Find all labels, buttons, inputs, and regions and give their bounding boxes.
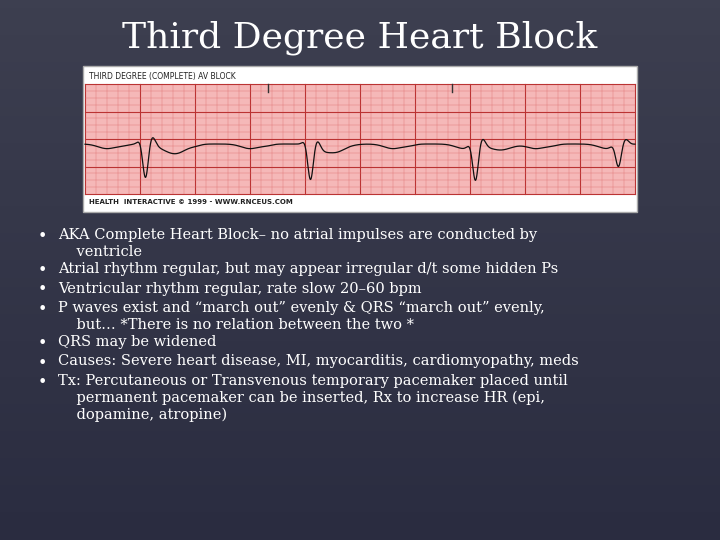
Text: QRS may be widened: QRS may be widened	[58, 335, 217, 349]
Text: THIRD DEGREE (COMPLETE) AV BLOCK: THIRD DEGREE (COMPLETE) AV BLOCK	[89, 71, 235, 80]
Bar	[0, 288, 720, 297]
Bar	[0, 495, 720, 504]
Text: •: •	[38, 336, 48, 351]
Bar	[0, 117, 720, 126]
Bar	[0, 63, 720, 72]
Bar	[0, 216, 720, 225]
Bar	[0, 360, 720, 369]
Bar	[0, 225, 720, 234]
Bar	[85, 68, 635, 84]
Bar	[0, 450, 720, 459]
Bar	[0, 522, 720, 531]
Bar	[83, 66, 637, 212]
Bar	[0, 306, 720, 315]
Bar	[0, 252, 720, 261]
Bar	[0, 477, 720, 486]
Bar	[0, 315, 720, 324]
Bar	[0, 126, 720, 135]
Text: Atrial rhythm regular, but may appear irregular d/t some hidden Ps: Atrial rhythm regular, but may appear ir…	[58, 262, 558, 276]
Bar	[0, 387, 720, 396]
Bar	[0, 468, 720, 477]
Text: •: •	[38, 229, 48, 244]
Bar	[0, 504, 720, 513]
Bar	[0, 297, 720, 306]
Text: Ventricular rhythm regular, rate slow 20–60 bpm: Ventricular rhythm regular, rate slow 20…	[58, 281, 422, 295]
Text: HEALTH  INTERACTIVE © 1999 - WWW.RNCEUS.COM: HEALTH INTERACTIVE © 1999 - WWW.RNCEUS.C…	[89, 199, 293, 205]
Text: AKA Complete Heart Block– no atrial impulses are conducted by
    ventricle: AKA Complete Heart Block– no atrial impu…	[58, 228, 537, 259]
Bar	[0, 54, 720, 63]
Text: •: •	[38, 302, 48, 317]
Bar	[0, 378, 720, 387]
Text: Tx: Percutaneous or Transvenous temporary pacemaker placed until
    permanent p: Tx: Percutaneous or Transvenous temporar…	[58, 374, 568, 422]
Bar	[0, 513, 720, 522]
Bar	[0, 369, 720, 378]
Bar	[0, 270, 720, 279]
Bar	[0, 324, 720, 333]
Bar	[0, 153, 720, 162]
Bar	[0, 90, 720, 99]
Bar	[85, 84, 635, 194]
Bar	[0, 72, 720, 81]
Bar	[0, 189, 720, 198]
Bar	[0, 279, 720, 288]
Bar	[0, 135, 720, 144]
Bar	[0, 342, 720, 351]
Bar	[0, 405, 720, 414]
Text: •: •	[38, 263, 48, 278]
Bar	[0, 396, 720, 405]
Bar	[0, 9, 720, 18]
Bar	[0, 423, 720, 432]
Bar	[0, 171, 720, 180]
Bar	[0, 486, 720, 495]
Text: Third Degree Heart Block: Third Degree Heart Block	[122, 21, 598, 55]
Bar	[0, 27, 720, 36]
Bar	[0, 432, 720, 441]
Bar	[0, 351, 720, 360]
Bar	[0, 234, 720, 243]
Bar	[0, 45, 720, 54]
Bar	[0, 0, 720, 9]
Bar	[0, 414, 720, 423]
Text: •: •	[38, 282, 48, 298]
Bar	[0, 333, 720, 342]
Text: •: •	[38, 375, 48, 390]
Bar	[0, 243, 720, 252]
Bar	[0, 180, 720, 189]
Bar	[0, 144, 720, 153]
Bar	[0, 531, 720, 540]
Bar	[0, 207, 720, 216]
Bar	[0, 36, 720, 45]
Bar	[0, 459, 720, 468]
Text: •: •	[38, 355, 48, 370]
Bar	[0, 108, 720, 117]
Bar	[0, 81, 720, 90]
Bar	[85, 194, 635, 210]
Bar	[0, 198, 720, 207]
Bar	[0, 18, 720, 27]
Text: P waves exist and “march out” evenly & QRS “march out” evenly,
    but… *There i: P waves exist and “march out” evenly & Q…	[58, 301, 545, 332]
Bar	[0, 99, 720, 108]
Bar	[0, 441, 720, 450]
Bar	[0, 261, 720, 270]
Text: Causes: Severe heart disease, MI, myocarditis, cardiomyopathy, meds: Causes: Severe heart disease, MI, myocar…	[58, 354, 579, 368]
Bar	[0, 162, 720, 171]
